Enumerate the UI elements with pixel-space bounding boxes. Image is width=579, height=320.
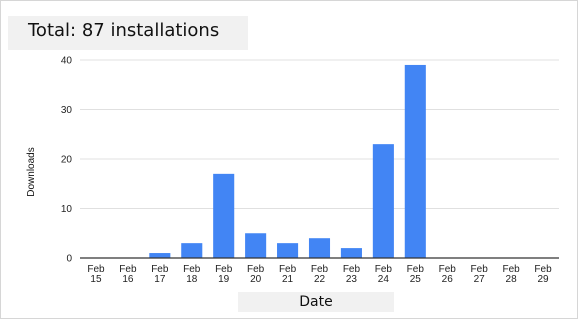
x-tick-label-day: 25 <box>410 274 422 285</box>
y-tick-label: 40 <box>61 56 73 67</box>
x-tick-label-day: 22 <box>314 274 326 285</box>
x-tick-label-month: Feb <box>279 264 297 275</box>
y-tick-label: 30 <box>61 105 73 116</box>
bar <box>181 243 203 258</box>
x-tick-label-day: 28 <box>506 274 518 285</box>
x-tick-label-month: Feb <box>471 264 489 275</box>
x-tick-label-day: 17 <box>154 274 166 285</box>
x-tick-label-day: 18 <box>186 274 198 285</box>
x-tick-label-day: 16 <box>122 274 134 285</box>
bar <box>372 144 394 258</box>
title-background <box>8 16 248 50</box>
x-tick-label-month: Feb <box>534 264 552 275</box>
x-tick-label-day: 20 <box>250 274 262 285</box>
x-tick-label-month: Feb <box>343 264 361 275</box>
x-tick-label-month: Feb <box>311 264 329 275</box>
x-tick-label-day: 26 <box>442 274 454 285</box>
x-tick-label-month: Feb <box>502 264 520 275</box>
x-tick-label-day: 23 <box>346 274 358 285</box>
x-tick-label-month: Feb <box>215 264 233 275</box>
x-tick-label-day: 21 <box>282 274 294 285</box>
bar <box>213 173 235 258</box>
bar <box>245 233 267 258</box>
bar <box>149 253 171 258</box>
bar <box>340 248 362 258</box>
chart-title: Total: 87 installations <box>28 20 220 41</box>
x-tick-label-month: Feb <box>375 264 393 275</box>
x-tick-label-month: Feb <box>87 264 105 275</box>
x-tick-label-day: 15 <box>90 274 102 285</box>
bar <box>308 238 331 258</box>
x-tick-label-month: Feb <box>183 264 201 275</box>
x-axis-label: Date <box>299 294 333 310</box>
x-tick-label-day: 27 <box>474 274 486 285</box>
x-tick-label-day: 19 <box>218 274 230 285</box>
x-tick-label-month: Feb <box>119 264 137 275</box>
x-tick-label-day: 24 <box>378 274 390 285</box>
y-tick-label: 20 <box>61 155 73 166</box>
bar <box>404 64 426 258</box>
x-tick-label-day: 29 <box>537 274 549 285</box>
y-tick-label: 0 <box>66 254 72 265</box>
x-tick-label-month: Feb <box>407 264 425 275</box>
x-axis-label-background <box>238 292 394 312</box>
x-tick-label-month: Feb <box>247 264 265 275</box>
y-tick-label: 10 <box>61 204 73 215</box>
x-tick-label-month: Feb <box>439 264 457 275</box>
x-tick-label-month: Feb <box>151 264 169 275</box>
bar <box>277 243 299 258</box>
